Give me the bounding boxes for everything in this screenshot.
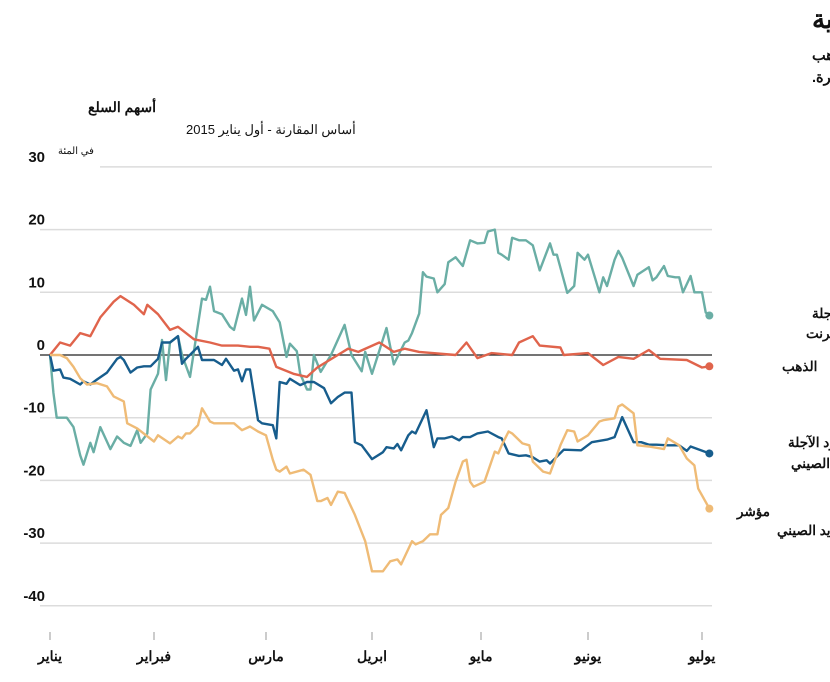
series-label-iron-ore: مؤشر خام الحديد الصيني: [736, 504, 830, 539]
series-label-line: لخام برنت: [806, 326, 830, 342]
y-tick-label: -10: [23, 400, 45, 417]
y-axis-unit: في المئة: [58, 146, 94, 157]
y-tick-label: -30: [23, 525, 45, 542]
x-tick-label: فبراير: [136, 648, 171, 665]
y-axis-ticks: 30 20 10 0 -10 -20 -30 -40: [23, 149, 45, 605]
series-end-marker-brent: [705, 311, 714, 320]
x-tick-label: يناير: [37, 648, 62, 665]
y-tick-label: 20: [28, 212, 45, 229]
subtitle-line-1: يمثل اضطراب الأسواق في اوروبا والصين عبئ…: [812, 44, 830, 65]
x-tick-label: ابريل: [357, 648, 387, 665]
series-label-line: العقود الآجلة: [812, 305, 830, 322]
series-end-marker-coal: [705, 449, 714, 458]
y-tick-label: 30: [28, 149, 45, 166]
series-label-gold: الذهب: [782, 359, 817, 374]
subtitle-line-2: وهو ملاذ آمن تقليدي للمستثمرين في أوقات …: [812, 66, 830, 87]
series-label-line: العقود الآجلة: [788, 434, 830, 451]
series-label-line: خام الحديد الصيني: [777, 523, 830, 539]
series-label-line: مؤشر: [736, 504, 770, 520]
chart-heading: أسهم السلع: [88, 97, 156, 116]
y-tick-label: -40: [23, 588, 45, 605]
series-line-coal: [48, 335, 710, 465]
series-label-brent: العقود الآجلة لخام برنت: [806, 305, 830, 342]
gridlines: [40, 166, 712, 607]
chart-baseline-note: أساس المقارنة - أول يناير 2015: [186, 121, 356, 138]
series-lines: [48, 228, 714, 573]
series-end-marker-iron-ore: [705, 504, 714, 513]
series-end-marker-gold: [705, 362, 714, 371]
series-label-line: للفحم الصيني: [791, 456, 830, 472]
series-line-gold: [49, 294, 710, 379]
chart-title: اضطراب أسواق السلع الأولية: [812, 1, 830, 35]
x-tick-label: يوليو: [688, 648, 716, 665]
y-tick-label: -20: [23, 462, 45, 479]
series-line-iron-ore: [50, 353, 711, 573]
x-axis-ticks: يناير فبراير مارس ابريل مايو يونيو يوليو: [37, 632, 716, 665]
y-tick-label: 0: [37, 337, 45, 354]
x-tick-label: مايو: [469, 648, 493, 665]
series-label-line: الذهب: [782, 359, 817, 374]
series-label-coal: العقود الآجلة للفحم الصيني: [788, 434, 830, 472]
series-line-brent: [48, 228, 711, 466]
x-tick-label: يونيو: [574, 648, 602, 665]
x-tick-label: مارس: [248, 648, 284, 665]
y-tick-label: 10: [28, 274, 45, 291]
